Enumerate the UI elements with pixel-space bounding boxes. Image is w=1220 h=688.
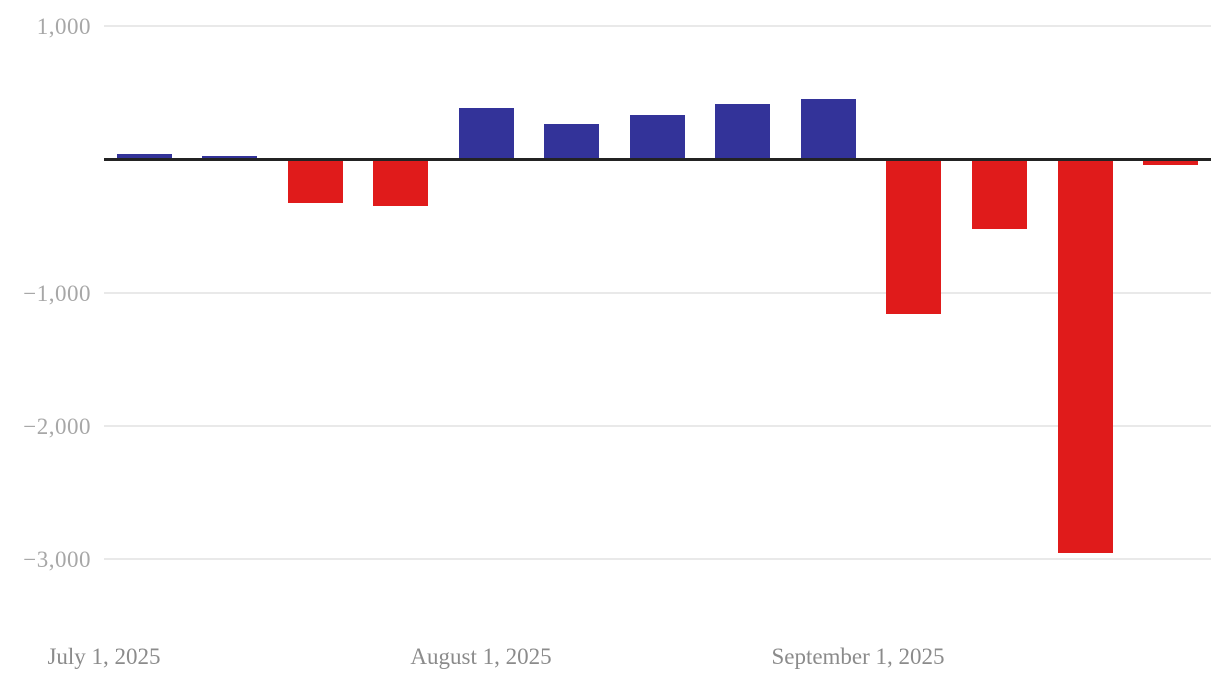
bar-3-negative (287, 159, 343, 204)
bar-4-negative (373, 159, 429, 207)
bar-8-positive (715, 103, 771, 160)
gridline--1000 (104, 291, 1211, 294)
x-tick-label: August 1, 2025 (410, 644, 552, 669)
y-tick-label: 1,000 (36, 14, 91, 40)
y-tick-label: −2,000 (23, 414, 91, 440)
gridline--3000 (104, 558, 1211, 561)
x-tick-label: September 1, 2025 (771, 644, 945, 669)
bar-1-positive (116, 153, 172, 160)
zero-axis-line (104, 158, 1211, 161)
bar-11-negative (972, 159, 1027, 229)
gridline-1000 (104, 25, 1211, 28)
bar-10-negative (886, 159, 942, 315)
bar-6-positive (544, 123, 600, 160)
bar-9-positive (800, 98, 856, 160)
x-tick-label: July 1, 2025 (47, 644, 161, 669)
bar-2-positive (202, 155, 258, 160)
y-tick-label: −3,000 (23, 547, 91, 573)
y-tick-label: −1,000 (23, 280, 91, 306)
gridline--2000 (104, 425, 1211, 428)
bar-12-negative (1057, 159, 1113, 553)
bar-7-positive (629, 114, 685, 160)
bar-5-positive (458, 107, 514, 160)
bar-13-negative (1143, 159, 1199, 165)
